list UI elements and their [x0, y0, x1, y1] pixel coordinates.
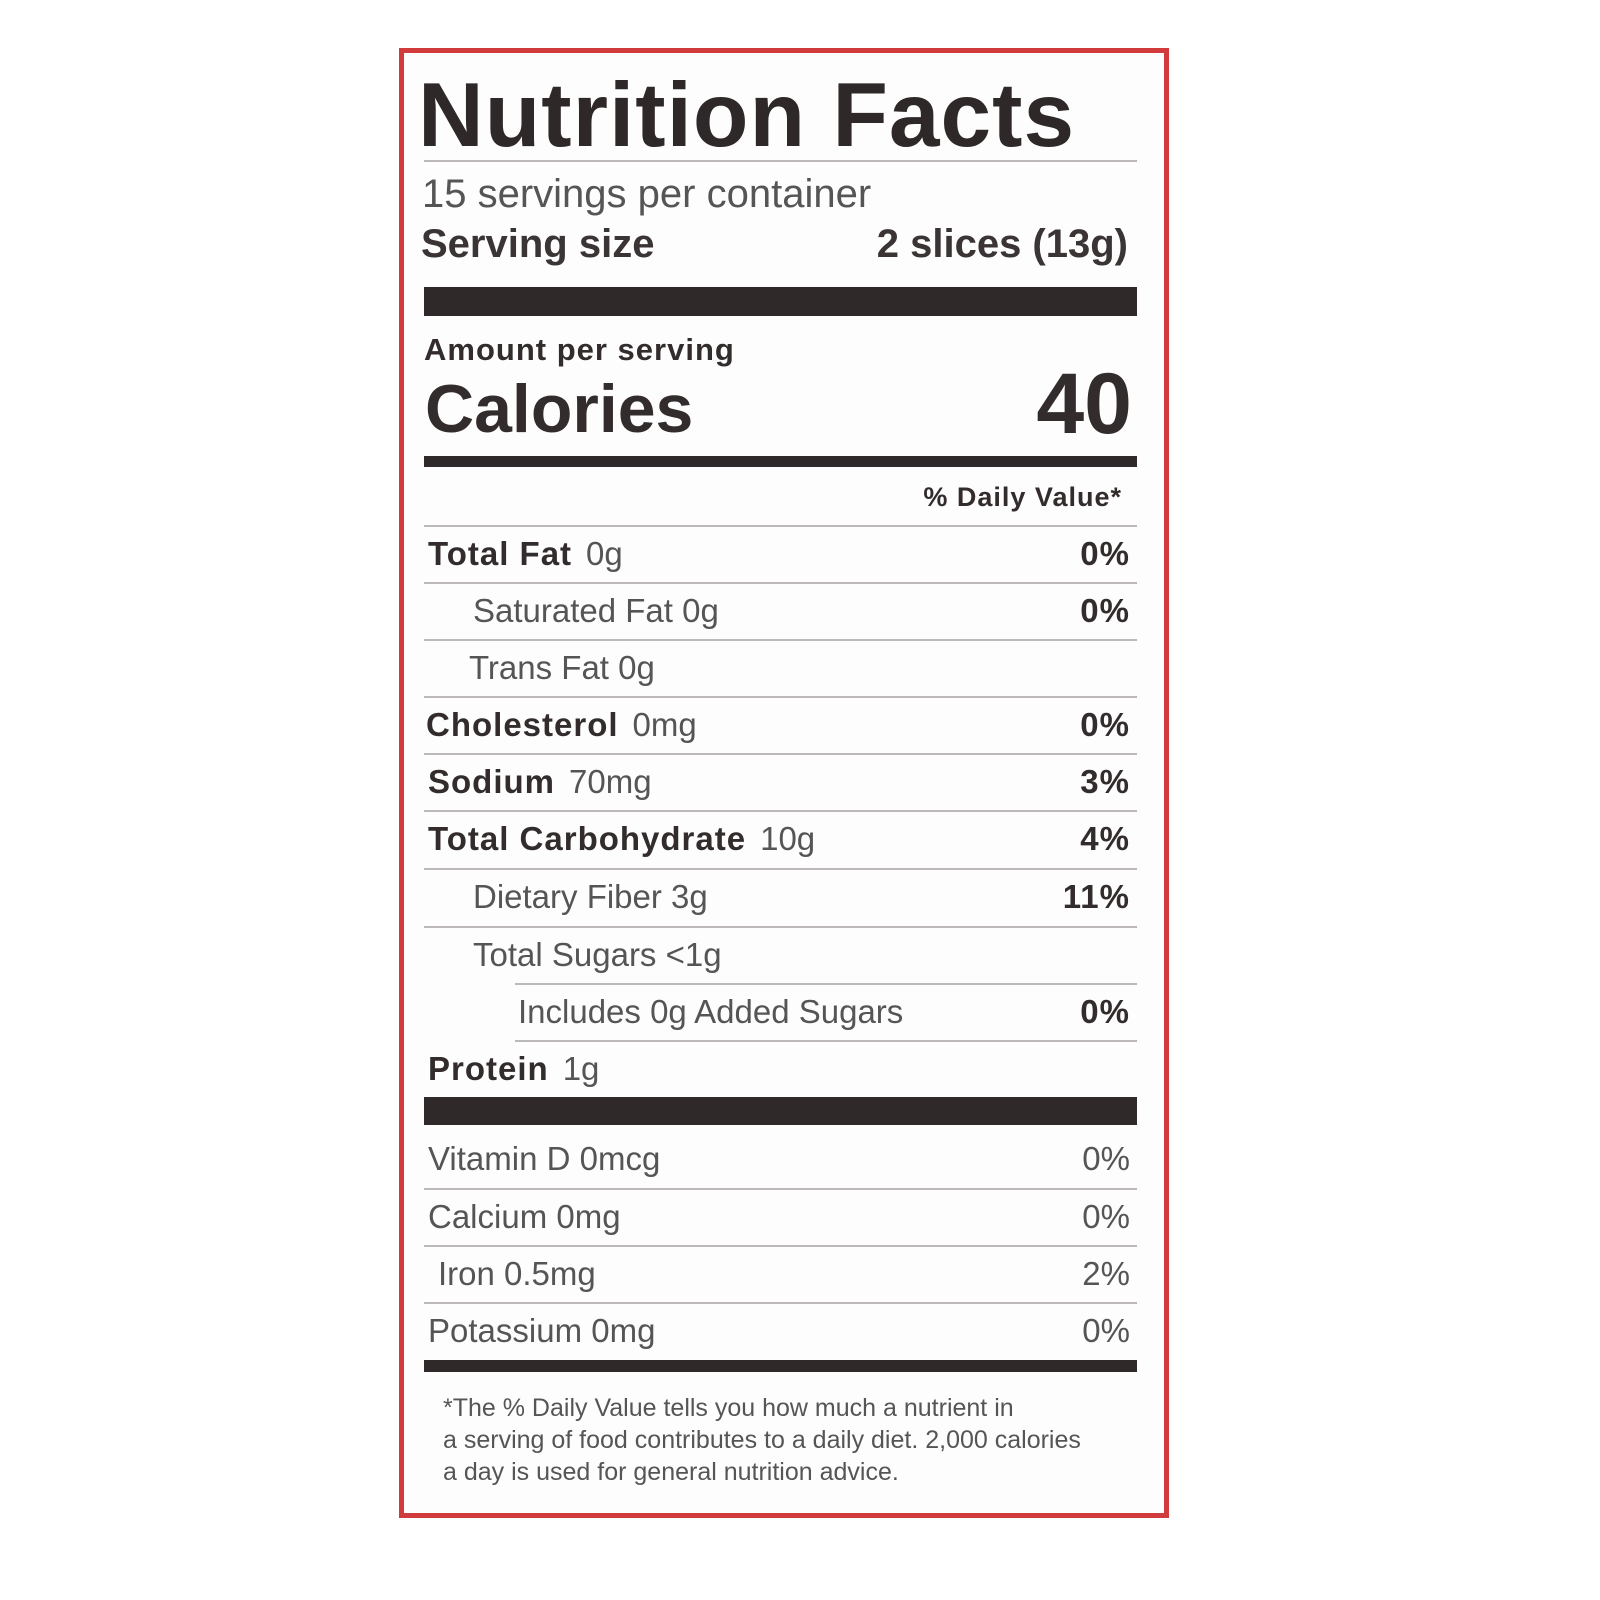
nutrient-label: Total Carbohydrate [428, 820, 747, 857]
calories-label: Calories [425, 371, 694, 447]
divider [424, 1245, 1137, 1247]
nutrient-daily-value: 0% [1080, 592, 1130, 629]
thick-divider [424, 1097, 1137, 1125]
nutrient-name: Sodium 70mg [428, 763, 652, 801]
vitamin-row: Vitamin D 0mcg 0% [424, 1132, 1130, 1189]
divider [424, 753, 1137, 755]
divider [515, 1040, 1137, 1042]
nutrient-label: Protein [428, 1050, 549, 1087]
vitamin-daily-value: 0% [1082, 1312, 1130, 1349]
nutrient-amount: 1g [562, 1050, 600, 1087]
medium-divider [424, 1360, 1137, 1372]
nutrient-daily-value: 0% [1080, 535, 1130, 572]
nutrient-daily-value: 3% [1080, 763, 1130, 800]
nutrient-label: Dietary Fiber 3g [473, 878, 708, 915]
footnote: *The % Daily Value tells you how much a … [443, 1392, 1081, 1488]
vitamin-daily-value: 0% [1082, 1198, 1130, 1235]
vitamin-row: Potassium 0mg 0% [424, 1304, 1130, 1361]
divider [424, 1302, 1137, 1304]
footnote-line: a day is used for general nutrition advi… [443, 1458, 899, 1486]
footnote-line: *The % Daily Value tells you how much a … [443, 1394, 1014, 1422]
nutrient-row: Trans Fat 0g [424, 641, 1130, 698]
nutrient-name: Total Fat 0g [428, 535, 623, 573]
vitamin-row: Calcium 0mg 0% [424, 1190, 1130, 1247]
vitamin-daily-value: 0% [1082, 1140, 1130, 1177]
nutrient-amount: 70mg [569, 763, 652, 800]
nutrient-row: Protein 1g [424, 1042, 1130, 1099]
nutrient-label: Total Fat [428, 535, 573, 572]
nutrient-name: Includes 0g Added Sugars [518, 993, 903, 1031]
nutrient-name: Saturated Fat 0g [473, 592, 719, 630]
nutrient-label: Sodium [428, 763, 555, 800]
vitamin-name: Iron 0.5mg [438, 1255, 596, 1292]
nutrient-label: Cholesterol [426, 706, 619, 743]
nutrient-row: Total Carbohydrate 10g 4% [424, 812, 1130, 869]
divider [424, 582, 1137, 584]
calories-value: 40 [1036, 356, 1132, 452]
footnote-line: a serving of food contributes to a daily… [443, 1426, 1081, 1454]
divider [424, 1188, 1137, 1190]
divider [424, 696, 1137, 698]
serving-size-label: Serving size [421, 222, 655, 266]
nutrient-name: Total Sugars <1g [473, 936, 722, 974]
nutrient-row: Total Fat 0g 0% [424, 527, 1130, 584]
nutrient-name: Protein 1g [428, 1050, 599, 1088]
nutrient-amount: 0g [586, 535, 623, 572]
nutrient-name: Total Carbohydrate 10g [428, 820, 815, 858]
divider [424, 639, 1137, 641]
nutrient-row: Sodium 70mg 3% [424, 755, 1130, 812]
divider [424, 926, 1137, 928]
nutrient-row: Dietary Fiber 3g 11% [424, 870, 1130, 927]
divider [424, 525, 1137, 527]
nutrient-label: Trans Fat 0g [469, 649, 655, 686]
serving-size-value: 2 slices (13g) [876, 222, 1128, 266]
label-title: Nutrition Facts [418, 65, 1076, 166]
nutrient-label: Total Sugars <1g [473, 936, 722, 973]
divider [515, 983, 1137, 985]
nutrient-amount: 10g [760, 820, 816, 857]
nutrient-daily-value: 4% [1080, 820, 1130, 857]
medium-divider [424, 456, 1137, 467]
nutrient-daily-value: 0% [1080, 706, 1130, 743]
vitamin-row: Iron 0.5mg 2% [424, 1247, 1130, 1304]
nutrient-row: Cholesterol 0mg 0% [424, 698, 1130, 755]
nutrient-daily-value: 0% [1080, 993, 1130, 1030]
daily-value-header: % Daily Value* [923, 482, 1122, 512]
vitamin-daily-value: 2% [1082, 1255, 1130, 1292]
servings-per-container: 15 servings per container [422, 172, 872, 216]
nutrient-amount: 0mg [632, 706, 697, 743]
nutrient-row: Includes 0g Added Sugars 0% [424, 985, 1130, 1042]
nutrient-label: Saturated Fat 0g [473, 592, 719, 629]
nutrient-name: Trans Fat 0g [469, 649, 655, 687]
divider [424, 810, 1137, 812]
vitamin-name: Vitamin D 0mcg [428, 1140, 661, 1177]
divider [424, 160, 1137, 162]
nutrient-row: Saturated Fat 0g 0% [424, 584, 1130, 641]
nutrient-name: Cholesterol 0mg [426, 706, 697, 744]
divider [424, 868, 1137, 870]
vitamin-name: Potassium 0mg [428, 1312, 656, 1349]
nutrient-row: Total Sugars <1g [424, 928, 1130, 985]
nutrient-daily-value: 11% [1062, 878, 1130, 915]
thick-divider [424, 287, 1137, 316]
nutrient-name: Dietary Fiber 3g [473, 878, 708, 916]
vitamin-name: Calcium 0mg [428, 1198, 621, 1235]
amount-per-serving: Amount per serving [424, 332, 735, 367]
nutrient-label: Includes 0g Added Sugars [518, 993, 904, 1030]
